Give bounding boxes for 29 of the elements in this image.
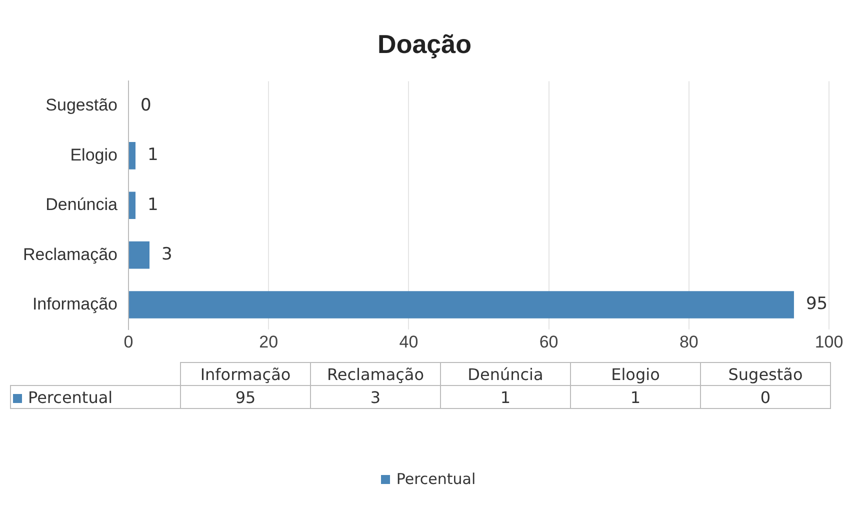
category-label: Informação [200,364,291,384]
y-tick-label: Reclamação [22,244,118,264]
legend-label: Percentual [10,386,180,408]
data-label: 0 [140,95,152,116]
data-label: 3 [162,244,172,264]
data-label: 95 [806,294,828,314]
category-label: Denúncia [468,364,544,384]
text: Percentual [396,470,476,488]
text: 1 [570,386,700,408]
x-tick-label: 80 [679,332,698,352]
text: 95 [180,386,310,408]
x-tick-label: 0 [124,332,134,352]
x-tick-label: 40 [399,332,418,352]
data-label: 1 [147,145,158,166]
x-tick-label: 20 [259,332,278,352]
category-label: Elogio [611,364,660,384]
y-tick-label: Denúncia [46,195,118,214]
x-tick-label: 60 [539,332,558,352]
category-label: Reclamação [326,364,424,384]
text: 3 [310,386,440,408]
data-label: 1 [147,194,158,215]
text: 0 [700,386,830,408]
y-tick-label: Elogio [70,145,118,164]
y-tick-label: Sugestão [46,96,118,115]
category-label: Sugestão [728,364,803,384]
x-tick-label: 100 [814,332,844,352]
y-tick-label: Informação [32,294,118,314]
text: 1 [440,386,570,408]
chart-title: Doação [378,28,472,59]
